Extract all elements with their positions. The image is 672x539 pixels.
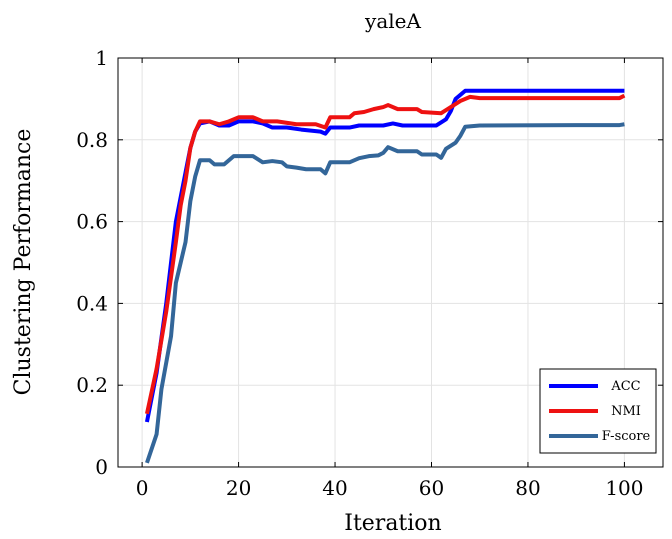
y-axis-label: Clustering Performance <box>11 129 36 396</box>
legend: ACC NMI F-score <box>539 368 657 454</box>
chart-title: yaleA <box>364 9 421 33</box>
x-tick-label: 40 <box>322 476 347 500</box>
legend-label: NMI <box>611 404 641 419</box>
y-tick-label: 0 <box>95 455 108 479</box>
x-tick-label: 100 <box>605 476 643 500</box>
series-line-f-score <box>145 122 625 464</box>
x-tick-label: 60 <box>419 476 444 500</box>
y-tick-label: 1 <box>95 46 108 70</box>
legend-label: F-score <box>602 429 651 444</box>
legend-label: ACC <box>610 379 640 394</box>
y-tick-label: 0.8 <box>76 128 108 152</box>
plot-frame <box>117 57 664 468</box>
x-tick-label: 20 <box>226 476 251 500</box>
series-layer <box>144 88 626 464</box>
series-line-nmi <box>144 93 626 415</box>
x-axis-label: Iteration <box>344 511 441 536</box>
x-tick-label: 80 <box>515 476 540 500</box>
ticks: 0 20 40 60 80 100 0 0.2 0.4 0.6 0.8 1 <box>76 46 663 500</box>
x-tick-label: 0 <box>136 476 149 500</box>
y-tick-label: 0.6 <box>76 210 108 234</box>
y-tick-label: 0.2 <box>76 373 108 397</box>
y-tick-label: 0.4 <box>76 291 108 315</box>
